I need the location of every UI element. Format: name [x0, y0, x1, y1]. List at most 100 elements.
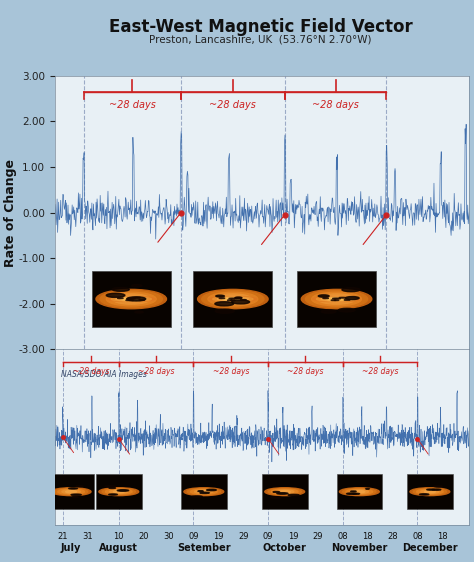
Circle shape — [104, 296, 158, 302]
Ellipse shape — [199, 491, 209, 493]
Ellipse shape — [96, 289, 166, 309]
Ellipse shape — [207, 490, 216, 491]
Text: October: October — [263, 542, 307, 552]
Bar — [407, 474, 453, 509]
Ellipse shape — [350, 490, 368, 493]
Circle shape — [209, 297, 256, 302]
Circle shape — [333, 298, 340, 299]
Bar — [193, 271, 272, 327]
Ellipse shape — [76, 486, 83, 487]
Ellipse shape — [69, 488, 77, 489]
Text: 20: 20 — [138, 532, 149, 541]
Ellipse shape — [353, 493, 359, 494]
Ellipse shape — [417, 489, 443, 495]
Ellipse shape — [343, 488, 376, 495]
Ellipse shape — [51, 488, 91, 496]
Text: 28: 28 — [328, 359, 341, 369]
Bar — [262, 474, 308, 509]
Ellipse shape — [272, 489, 298, 495]
Ellipse shape — [106, 489, 132, 495]
Ellipse shape — [216, 295, 224, 297]
Ellipse shape — [432, 489, 441, 490]
Ellipse shape — [354, 491, 365, 493]
Ellipse shape — [215, 309, 234, 313]
Ellipse shape — [58, 489, 84, 495]
Text: 19: 19 — [125, 359, 137, 369]
Text: ~28 days: ~28 days — [210, 100, 256, 110]
Text: 08: 08 — [380, 359, 392, 369]
Ellipse shape — [99, 488, 139, 496]
Ellipse shape — [215, 302, 234, 306]
Circle shape — [134, 297, 140, 298]
Ellipse shape — [410, 488, 450, 496]
Ellipse shape — [346, 489, 373, 495]
Circle shape — [127, 298, 135, 299]
Ellipse shape — [106, 293, 125, 297]
Ellipse shape — [421, 490, 439, 493]
Text: 30: 30 — [163, 532, 174, 541]
Ellipse shape — [419, 494, 428, 495]
Ellipse shape — [271, 497, 281, 498]
Ellipse shape — [221, 296, 245, 302]
Ellipse shape — [424, 491, 435, 493]
Text: 21: 21 — [57, 532, 68, 541]
Text: 31: 31 — [82, 532, 93, 541]
Circle shape — [311, 296, 362, 302]
Bar — [297, 271, 376, 327]
FancyBboxPatch shape — [203, 296, 263, 302]
Ellipse shape — [55, 488, 88, 495]
Bar — [96, 474, 142, 509]
Ellipse shape — [109, 490, 128, 493]
Ellipse shape — [325, 296, 348, 302]
Text: December: December — [357, 375, 428, 388]
Circle shape — [326, 298, 347, 300]
Ellipse shape — [105, 486, 116, 487]
Text: 08: 08 — [412, 532, 423, 541]
Text: 09: 09 — [188, 532, 199, 541]
Text: ~28 days: ~28 days — [109, 100, 156, 110]
FancyBboxPatch shape — [101, 296, 161, 302]
Ellipse shape — [342, 288, 360, 292]
Bar — [92, 271, 171, 327]
Text: 29: 29 — [238, 532, 248, 541]
Ellipse shape — [113, 491, 124, 493]
Text: ~28 days: ~28 days — [138, 367, 174, 376]
Circle shape — [321, 297, 352, 301]
Ellipse shape — [288, 495, 299, 496]
Text: 29: 29 — [313, 532, 323, 541]
Text: ~28 days: ~28 days — [287, 367, 324, 376]
Ellipse shape — [198, 491, 203, 492]
Ellipse shape — [235, 297, 242, 298]
Ellipse shape — [132, 284, 142, 287]
Text: 29: 29 — [175, 359, 187, 369]
Ellipse shape — [351, 491, 356, 492]
Text: 19: 19 — [213, 532, 224, 541]
Text: NASA/SDO AIA Images: NASA/SDO AIA Images — [61, 370, 146, 379]
Text: August: August — [100, 542, 138, 552]
Y-axis label: Rate of Change: Rate of Change — [4, 158, 17, 266]
Ellipse shape — [346, 297, 359, 300]
Circle shape — [317, 297, 356, 301]
Ellipse shape — [62, 490, 80, 493]
Ellipse shape — [232, 300, 250, 304]
Circle shape — [313, 297, 360, 302]
Text: December: December — [402, 542, 458, 552]
Ellipse shape — [427, 489, 435, 490]
Ellipse shape — [71, 494, 81, 496]
Text: November: November — [226, 375, 298, 388]
Text: 18: 18 — [437, 532, 447, 541]
Ellipse shape — [127, 297, 146, 301]
Ellipse shape — [305, 291, 368, 307]
Circle shape — [310, 296, 364, 302]
Ellipse shape — [66, 491, 76, 493]
Text: 09: 09 — [263, 532, 273, 541]
Circle shape — [339, 297, 346, 298]
Text: 18: 18 — [362, 532, 373, 541]
Ellipse shape — [214, 294, 252, 304]
Ellipse shape — [113, 294, 150, 304]
Text: ~28 days: ~28 days — [73, 367, 109, 376]
Text: 18: 18 — [432, 359, 444, 369]
Text: 08: 08 — [337, 532, 348, 541]
Circle shape — [213, 297, 253, 301]
Text: East-West Magnetic Field Vector: East-West Magnetic Field Vector — [109, 18, 412, 36]
